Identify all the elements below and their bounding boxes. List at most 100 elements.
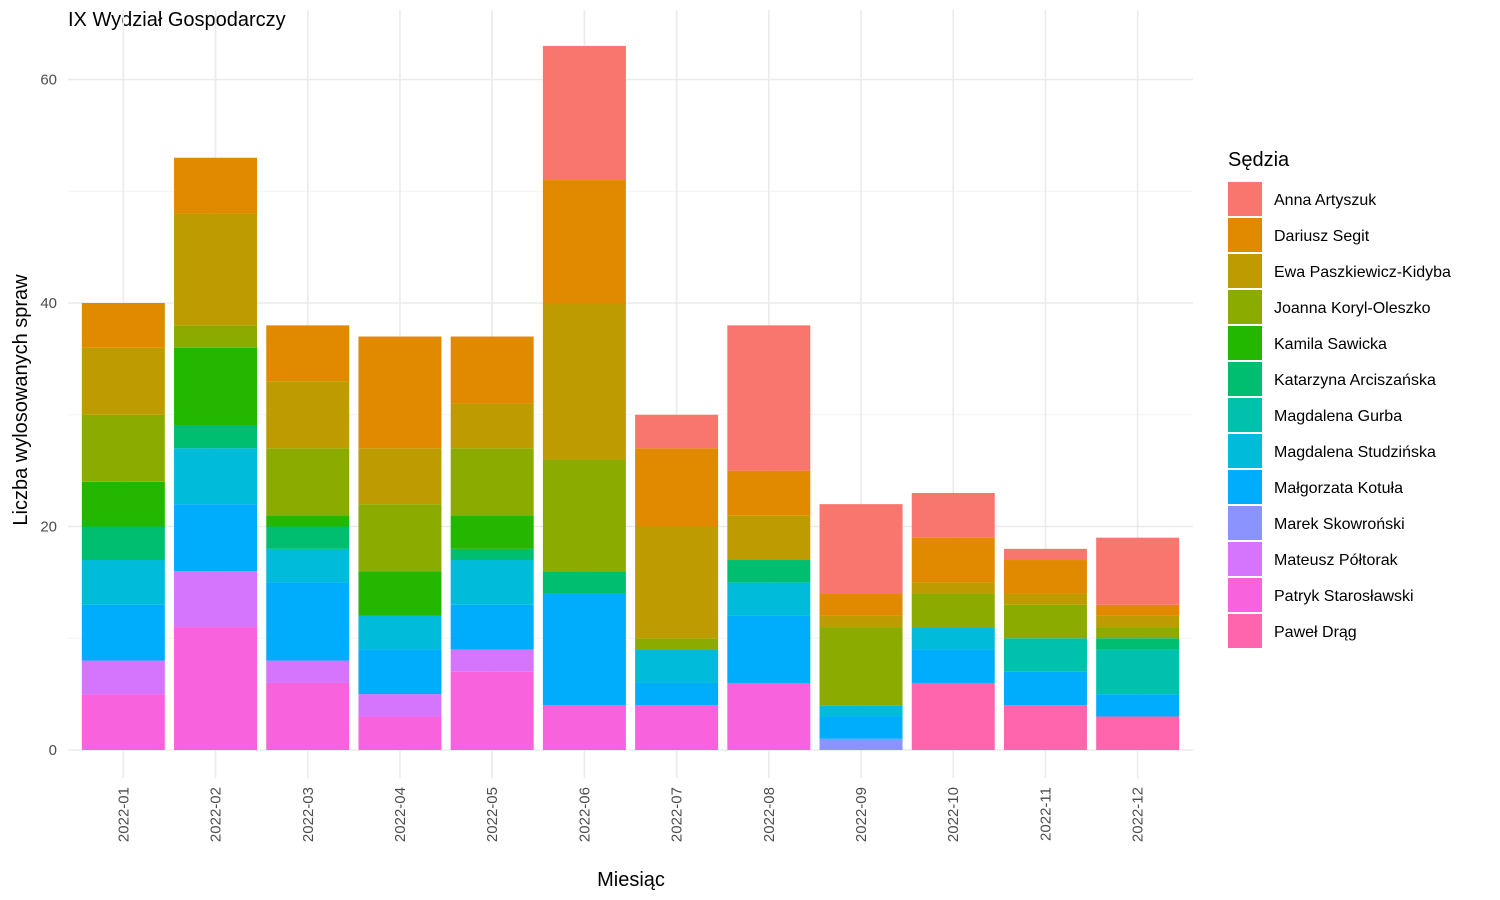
bar-segment [450,336,534,404]
bar-segment [911,649,995,683]
bar-segment [1003,604,1087,639]
bar-segment [81,481,165,527]
y-tick-label: 60 [40,72,57,89]
bar-segment [266,515,350,527]
bar-segment [635,682,719,706]
x-tick-label: 2022-07 [669,787,686,842]
bar-segment [81,694,165,750]
bar-segment [819,615,903,628]
bar-segment [174,425,258,449]
bar-segment [450,548,534,561]
bar-segment [358,336,442,449]
bar-segment [1096,716,1180,750]
bar-segment [174,213,258,326]
legend-label: Patryk Starosławski [1274,588,1414,605]
bar-segment [266,582,350,661]
legend-label: Kamila Sawicka [1274,336,1387,353]
legend-label: Ewa Paszkiewicz-Kidyba [1274,264,1451,281]
legend-label: Joanna Koryl-Oleszko [1274,300,1431,317]
bar-segment [819,504,903,594]
bar-segment [1096,604,1180,616]
bar-segment [727,615,811,683]
bar-segment [81,660,165,695]
bar-segment [727,682,811,750]
bar-segment [358,571,442,616]
bar-segment [1003,705,1087,750]
bar-segment [635,638,719,650]
legend-label: Dariusz Segit [1274,228,1370,245]
legend-key [1228,254,1262,288]
bar-segment [1003,638,1087,672]
bar-segment [358,649,442,695]
bar-segment [450,604,534,650]
legend-label: Katarzyna Arciszańska [1274,372,1436,389]
x-tick-label: 2022-10 [945,787,962,842]
legend-key [1228,182,1262,216]
bar-segment [635,705,719,750]
x-axis-ticks: 2022-01 2022-02 2022-03 2022-04 2022-05 2022-… [115,787,1146,842]
bar-segment [727,560,811,583]
bar-segment [266,325,350,382]
bar-segment [819,593,903,616]
x-tick-label: 2022-08 [761,787,778,842]
bar-segment [635,526,719,639]
bar-segment [81,526,165,561]
y-axis-ticks: 0 20 40 60 [40,72,57,760]
bar-segment [819,716,903,739]
bar-segment [358,448,442,505]
legend-key [1228,506,1262,540]
legend-key [1228,398,1262,432]
bar-segment [635,414,719,449]
bar-segment [1003,548,1087,561]
bar-segment [81,560,165,605]
x-tick-label: 2022-03 [300,787,317,842]
bar-segment [81,347,165,415]
x-tick-label: 2022-11 [1037,787,1054,841]
bar-segment [819,627,903,706]
bar-segment [542,705,626,750]
legend: Sędzia Anna Artyszuk Dariusz Segit Ewa Pas… [1228,149,1451,648]
bar-segment [727,582,811,616]
bar-segment [819,705,903,717]
chart-title: IX Wydział Gospodarczy [68,9,286,31]
bar-segment [450,403,534,449]
bar-segment [450,448,534,516]
legend-label: Paweł Drąg [1274,624,1357,641]
bar-segment [727,470,811,516]
bar-segment [1096,537,1180,605]
bar-segment [450,671,534,750]
bar-segment [1096,615,1180,628]
bar-segment [174,157,258,214]
bar-segment [174,347,258,426]
legend-key [1228,326,1262,360]
bar-segment [81,604,165,661]
bar-segment [727,515,811,561]
y-tick-label: 0 [49,742,57,759]
legend-key [1228,470,1262,504]
legend-key [1228,362,1262,396]
y-axis-title: Liczba wylosowanych spraw [10,274,32,526]
bar-segment [1003,593,1087,605]
bar-segment [911,537,995,583]
bar-segment [266,381,350,449]
bar-segment [1003,560,1087,594]
legend-key [1228,578,1262,612]
bar-segment [542,45,626,181]
bar-segment [450,560,534,605]
bar-segment [266,682,350,750]
bar-segment [911,682,995,750]
bar-segment [635,448,719,527]
bar-segment [542,459,626,572]
bar-segment [266,448,350,516]
bar-segment [542,303,626,460]
bar-segment [911,593,995,628]
bar-segment [542,593,626,706]
bar-segment [911,582,995,594]
bar-segment [266,660,350,683]
bar-segment [358,504,442,572]
x-tick-label: 2022-01 [115,787,132,842]
bar-segment [1096,627,1180,639]
bar-segment [81,303,165,348]
bar-segment [450,649,534,672]
bar-segment [542,180,626,303]
